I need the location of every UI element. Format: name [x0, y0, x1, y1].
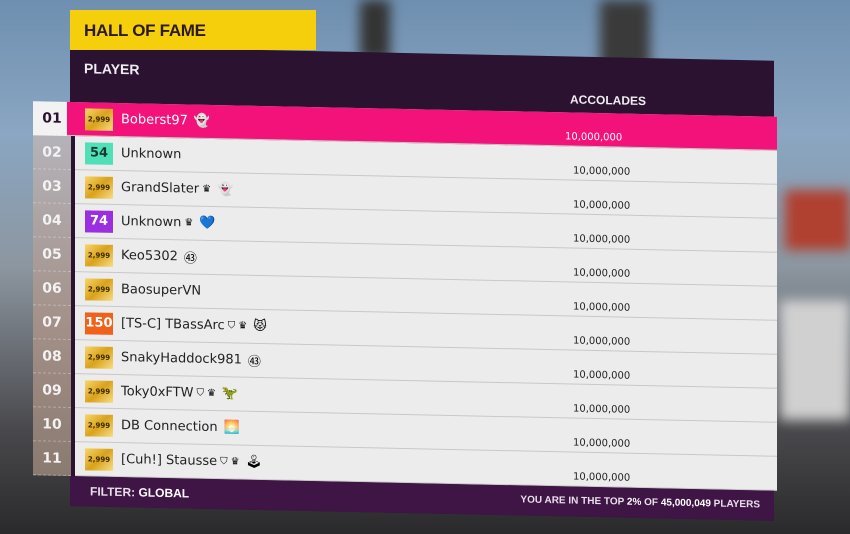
- accolades-column-header: ACCOLADES: [570, 92, 647, 109]
- club-shield-icon: ⛉: [227, 320, 236, 332]
- accolades-value: 10,000,000: [565, 131, 623, 144]
- level-badge: 2,999: [85, 447, 113, 471]
- player-name: GrandSlater: [121, 180, 200, 197]
- level-badge: 150: [85, 311, 113, 335]
- rank-number: 10: [33, 407, 71, 443]
- player-name: Keo5302: [121, 248, 178, 265]
- accolades-value: 10,000,000: [573, 335, 631, 348]
- player-name: [TS-C] TBassArc: [121, 316, 225, 334]
- level-badge: 54: [85, 141, 113, 165]
- player-name: Boberst97: [121, 112, 188, 129]
- level-badge: 2,999: [85, 277, 113, 301]
- accolades-value: 10,000,000: [573, 233, 631, 246]
- player-name: Unknown: [121, 214, 182, 231]
- player-name: [Cuh!] Stausse: [121, 452, 218, 470]
- accolades-value: 10,000,000: [573, 403, 631, 416]
- accolades-value: 10,000,000: [573, 301, 631, 314]
- club-shield-icon: ⛉: [196, 387, 204, 399]
- crown-icon: ♛: [206, 387, 216, 400]
- rank-number: 03: [33, 169, 71, 205]
- hall-of-fame-title: HALL OF FAME: [70, 10, 316, 50]
- player-name: SnakyHaddock981: [121, 350, 242, 368]
- accolades-value: 10,000,000: [573, 369, 631, 382]
- crown-icon: ♛: [238, 320, 248, 332]
- player-name: DB Connection: [121, 418, 218, 436]
- crown-icon: ♛: [184, 217, 194, 229]
- rank-number: 04: [33, 203, 71, 239]
- leaderboard-list: 2,999 Boberst97 👻 10,000,000 54 Unknown 10,000…: [67, 101, 777, 491]
- accolades-value: 10,000,000: [573, 437, 631, 450]
- rank-number: 08: [33, 339, 71, 375]
- crown-icon: ♛: [230, 456, 240, 468]
- joystick-icon: 🕹: [245, 454, 263, 471]
- level-badge: 2,999: [85, 243, 113, 267]
- level-badge: 74: [85, 209, 113, 233]
- ghost-icon: 👻: [193, 113, 211, 129]
- leaderboard-panel: PLAYER ACCOLADES 01 02 03 04 05 06 07 08 09 10 11 …: [33, 46, 777, 521]
- ghost-icon: 👻: [217, 182, 234, 198]
- rank-number: 05: [33, 237, 71, 273]
- player-name: Toky0xFTW: [121, 384, 194, 401]
- accolades-value: 10,000,000: [573, 199, 631, 212]
- accolades-value: 10,000,000: [573, 165, 631, 178]
- rank-number: 02: [33, 135, 71, 171]
- player-name: BaosuperVN: [121, 282, 202, 299]
- level-badge: 2,999: [85, 107, 113, 131]
- 43-badge-icon: ㊸: [183, 251, 197, 267]
- player-name: Unknown: [121, 146, 182, 163]
- club-shield-icon: ⛉: [220, 456, 228, 468]
- sunset-icon: 🌅: [223, 420, 240, 436]
- filter-selector[interactable]: FILTER: GLOBAL: [90, 484, 190, 501]
- rank-number: 11: [33, 441, 71, 477]
- rank-number: 07: [33, 305, 71, 341]
- accolades-value: 10,000,000: [573, 471, 631, 484]
- rank-number: 01: [33, 101, 71, 137]
- dragon-icon: 🦖: [221, 386, 239, 402]
- level-badge: 2,999: [85, 413, 113, 437]
- player-percentile: YOU ARE IN THE TOP 2% OF 45,000,049 PLAY…: [520, 494, 760, 511]
- level-badge: 2,999: [85, 345, 113, 369]
- level-badge: 2,999: [85, 175, 113, 199]
- rank-number: 09: [33, 373, 71, 409]
- level-badge: 2,999: [85, 379, 113, 403]
- crown-icon: ♛: [202, 183, 212, 195]
- rank-column: 01 02 03 04 05 06 07 08 09 10 11: [33, 101, 71, 477]
- player-column-header: PLAYER: [84, 60, 140, 78]
- cat-icon: 😾: [253, 318, 267, 335]
- heart-icon: 💙: [199, 215, 216, 232]
- rank-number: 06: [33, 271, 71, 307]
- accolades-value: 10,000,000: [573, 267, 631, 280]
- 43-badge-icon: ㊸: [247, 354, 261, 370]
